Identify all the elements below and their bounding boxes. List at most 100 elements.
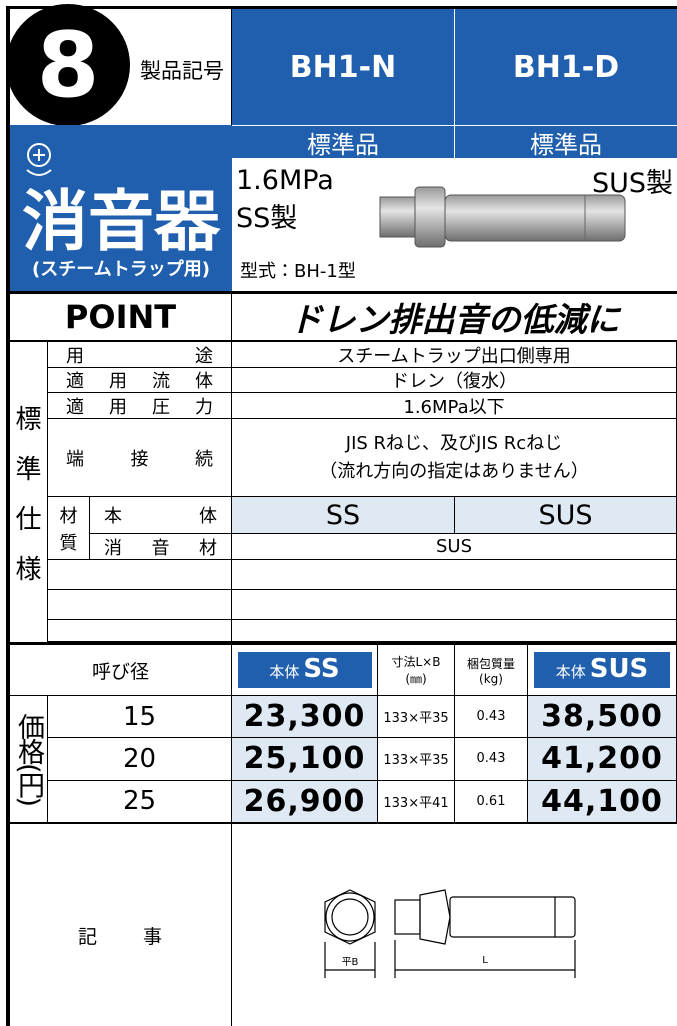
rule [10, 340, 677, 342]
char: 端 [66, 448, 84, 470]
drawing [324, 889, 576, 978]
char: 事 [142, 925, 162, 948]
empty-cell [232, 590, 677, 620]
spec-label: 本体 [90, 497, 232, 534]
model-name: BH1-N [232, 9, 455, 125]
char: 材 [59, 505, 78, 527]
divider [231, 824, 232, 1026]
header-cell: 本体 SS [232, 645, 378, 696]
price-dims: 133×平35 [378, 738, 455, 781]
product-panel [10, 125, 232, 292]
material-label: 材質 [48, 497, 90, 560]
badge: 本体 SS [237, 652, 372, 688]
char: 様 [15, 554, 42, 585]
char: 標 [15, 404, 42, 435]
weight-header: 梱包質量 [466, 656, 515, 671]
dims-header: 寸法L×B [391, 655, 441, 669]
char: 用 [109, 371, 127, 392]
spec-label: 消音材 [90, 534, 232, 560]
price-size: 20 [48, 738, 232, 781]
price-dims: 133×平35 [378, 696, 455, 739]
product-image [379, 186, 626, 248]
grade: 標準品 [232, 125, 455, 159]
empty-cell [48, 620, 232, 642]
price-ss: 23,300 [232, 696, 378, 739]
badge: 本体 SUS [534, 652, 670, 688]
char: 準 [15, 454, 42, 485]
left-border [6, 6, 10, 1026]
price-size: 15 [48, 696, 232, 739]
spec-value: SUS [232, 534, 677, 560]
header-cell: 梱包質量 (kg) [455, 645, 528, 696]
char: 接 [130, 448, 149, 470]
dim-label: 平B [341, 956, 359, 968]
badge-text: SUS [589, 654, 649, 684]
icon [26, 143, 52, 176]
spec-line: （流れ方向の指定はありません） [319, 460, 589, 482]
grade: 標準品 [455, 125, 677, 159]
price-dims: 133×平41 [378, 780, 455, 823]
spec-value: JIS Rねじ、及びJIS Rcねじ （流れ方向の指定はありません） [232, 419, 677, 497]
badge-text: SS [303, 654, 340, 684]
price-sus: 41,200 [528, 738, 677, 781]
product-code-label: 製品記号 [140, 59, 224, 83]
price-ss: 25,100 [232, 738, 378, 781]
point-label: POINT [10, 294, 232, 340]
material-right: SUS製 [591, 167, 673, 199]
spec-value: スチームトラップ出口側専用 [232, 342, 677, 368]
weight-unit: (kg) [479, 671, 503, 686]
char: 途 [195, 345, 213, 367]
empty-cell [232, 560, 677, 590]
price-weight: 0.43 [455, 738, 528, 781]
char: 仕 [15, 504, 42, 535]
spec-label: 端接続 [48, 419, 232, 497]
price-ss: 26,900 [232, 780, 378, 823]
spec-label: 適用流体 [48, 368, 232, 393]
size-header: 呼び径 [10, 645, 232, 696]
char: 材 [199, 537, 217, 559]
dim-label: L [482, 954, 488, 966]
spec-label: 適用圧力 [48, 393, 232, 419]
empty-cell [48, 560, 232, 590]
spec-value: SUS [455, 497, 677, 534]
empty-cell [232, 620, 677, 642]
product-name: 消音器 [22, 183, 220, 260]
header-cell [10, 9, 232, 125]
char: 用 [66, 345, 84, 367]
empty-cell [48, 590, 232, 620]
char: 消 [104, 537, 122, 559]
header-cell: 本体 SUS [528, 645, 677, 696]
model-type: 型式：BH-1型 [240, 261, 356, 282]
notes-label: 記事 [70, 920, 170, 950]
char: 適 [66, 396, 84, 418]
material-left: SS製 [236, 202, 298, 234]
char: 用 [109, 396, 127, 418]
price-sus: 44,100 [528, 780, 677, 823]
spec-section: 標準仕様 [10, 342, 48, 642]
char: 質 [59, 532, 78, 554]
price-weight: 0.61 [455, 780, 528, 823]
point-text: ドレン排出音の低減に [289, 300, 620, 339]
price-size: 25 [48, 780, 232, 823]
rule [10, 291, 677, 294]
top-border [6, 6, 677, 9]
char: 適 [66, 371, 84, 392]
char: 力 [195, 396, 213, 418]
pressure: 1.6MPa [236, 164, 334, 196]
model-name: BH1-D [455, 9, 677, 125]
spec-value: ドレン（復水） [232, 368, 677, 393]
char: 圧 [152, 396, 170, 418]
spec-line: JIS Rねじ、及びJIS Rcねじ [345, 432, 563, 454]
spec-value: SS [232, 497, 455, 534]
char: 流 [152, 371, 170, 392]
rule [10, 822, 677, 824]
spec-value: 1.6MPa以下 [232, 393, 677, 419]
price-weight: 0.43 [455, 696, 528, 739]
price-section: 価格(円) [10, 696, 48, 823]
char: 体 [195, 371, 213, 392]
char: 本 [104, 506, 122, 527]
dims-unit: (㎜) [405, 672, 427, 686]
price-sus: 38,500 [528, 696, 677, 739]
char: 続 [195, 448, 213, 470]
